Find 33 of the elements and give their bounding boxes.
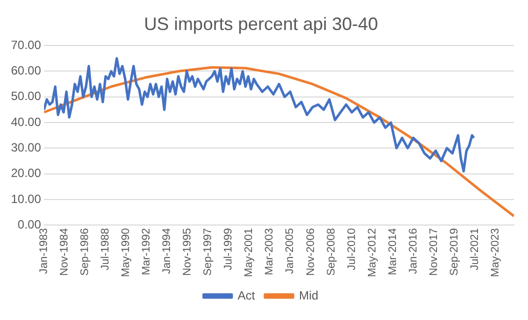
legend-label: Mid: [299, 288, 318, 302]
x-tick-label: Mar-2014: [386, 228, 399, 276]
x-tick-label: Jan-1994: [161, 228, 174, 274]
x-tick-label: Sep-2019: [448, 228, 460, 276]
x-tick-label: Nov-1984: [58, 228, 71, 276]
x-tick-label: Jul-1999: [222, 228, 235, 270]
x-tick-label: Jan-2016: [407, 228, 420, 274]
y-tick-label: 30.00: [11, 140, 42, 154]
chart-title: US imports percent api 30-40: [144, 14, 378, 34]
x-tick-label: May-2012: [366, 228, 378, 278]
y-tick-label: 20.00: [11, 166, 42, 180]
x-tick-label: Jul-2021: [468, 228, 481, 270]
y-tick-label: 60.00: [11, 64, 42, 78]
x-tick-label: Sep-1997: [202, 228, 214, 276]
x-tick-label: Jan-1983: [38, 228, 50, 274]
y-tick-label: 40.00: [11, 114, 42, 129]
y-tick-label: 50.00: [11, 89, 42, 104]
x-tick-label: Mar-1992: [140, 228, 153, 276]
x-tick-label: Jul-1988: [100, 228, 112, 270]
x-tick-label: May-1990: [120, 228, 132, 278]
x-tick-label: May-2001: [243, 228, 256, 278]
y-tick-label: 70.00: [11, 38, 42, 52]
x-tick-label: Jul-2010: [346, 228, 358, 270]
x-tick-label: Nov-2006: [304, 228, 317, 276]
x-tick-label: Mar-2003: [264, 228, 276, 276]
x-tick-label: Nov-1995: [182, 228, 194, 276]
x-tick-label: Sep-2008: [325, 228, 338, 276]
x-tick-label: May-2023: [489, 228, 502, 278]
legend-label: Act: [238, 288, 256, 302]
x-tick-label: Sep-1986: [79, 228, 92, 276]
y-tick-label: 10.00: [11, 192, 42, 206]
x-tick-label: Jan-2005: [284, 228, 296, 274]
x-tick-label: Nov-2017: [428, 228, 440, 276]
